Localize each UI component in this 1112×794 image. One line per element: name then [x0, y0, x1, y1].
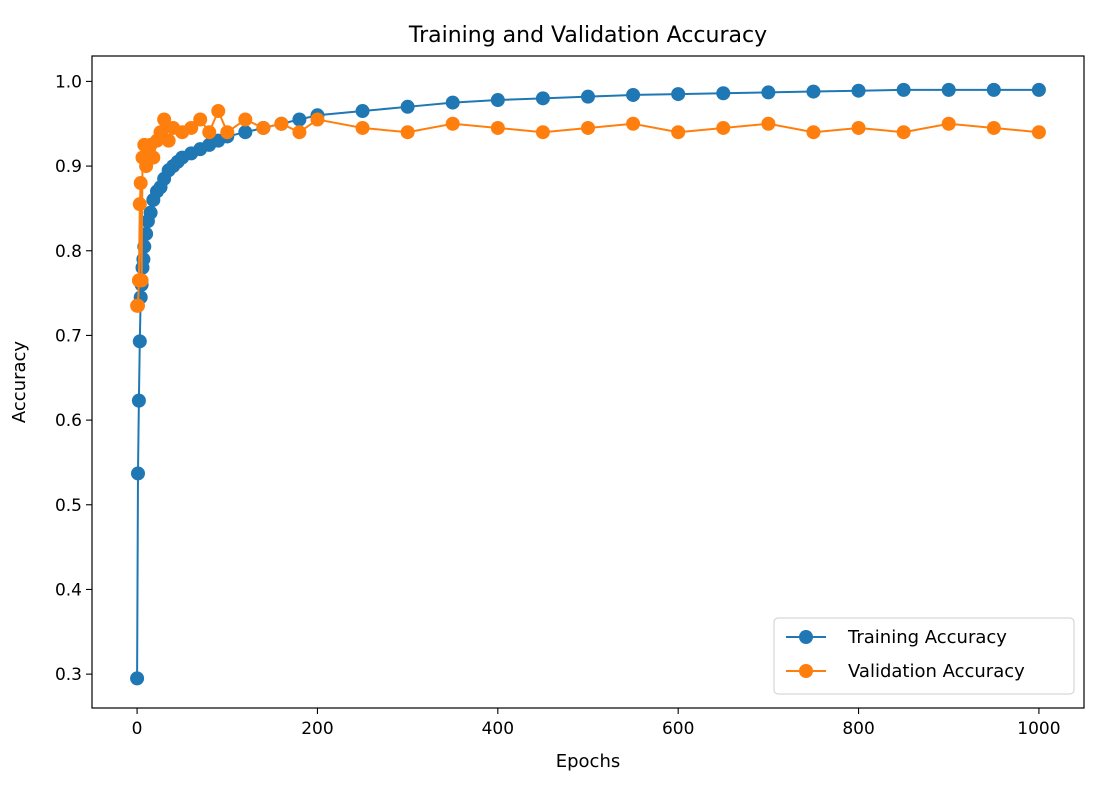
data-point — [671, 125, 686, 140]
data-point — [130, 671, 145, 686]
data-point — [355, 104, 370, 119]
data-point — [535, 91, 550, 106]
legend-marker — [799, 664, 813, 678]
data-point — [202, 125, 217, 140]
y-tick-label: 0.6 — [55, 411, 82, 431]
data-point — [581, 120, 595, 135]
data-point — [806, 125, 821, 140]
x-axis-title: Epochs — [556, 751, 621, 772]
y-tick-label: 0.3 — [55, 665, 82, 685]
legend-box — [773, 617, 1075, 695]
data-point — [986, 82, 1001, 97]
data-point — [131, 393, 146, 408]
data-point — [146, 150, 161, 165]
data-point — [806, 84, 821, 99]
x-tick-label: 1000 — [1017, 719, 1060, 739]
data-point — [941, 82, 956, 97]
data-point — [238, 125, 253, 140]
data-point — [157, 112, 172, 127]
data-point — [716, 86, 731, 101]
data-point — [256, 120, 271, 135]
data-point — [490, 120, 505, 135]
data-point — [400, 125, 415, 140]
data-point — [355, 120, 370, 135]
y-tick-label: 0.4 — [55, 580, 82, 600]
x-tick-label: 0 — [132, 719, 143, 739]
data-point — [1031, 82, 1046, 97]
chart-title: Training and Validation Accuracy — [408, 23, 767, 48]
x-tick-label: 800 — [842, 719, 874, 739]
data-point — [761, 116, 776, 131]
data-point — [161, 133, 176, 148]
data-point — [132, 197, 147, 212]
y-tick-label: 0.5 — [55, 496, 82, 516]
data-point — [211, 104, 226, 119]
data-point — [134, 273, 149, 288]
series-validation-accuracy — [130, 104, 1046, 313]
data-point — [941, 116, 956, 131]
legend-marker — [799, 630, 813, 644]
data-point — [400, 99, 415, 114]
data-point — [220, 125, 235, 140]
data-point — [274, 116, 289, 131]
data-point — [130, 466, 145, 481]
data-point — [626, 116, 641, 131]
data-point — [581, 89, 595, 104]
y-axis: 0.3 0.4 0.5 0.6 0.7 0.8 0.9 1.0 — [55, 72, 92, 685]
data-point — [130, 298, 145, 313]
data-point — [896, 82, 911, 97]
x-tick-label: 600 — [662, 719, 694, 739]
legend-label: Training Accuracy — [847, 627, 1007, 648]
data-point — [292, 112, 307, 127]
y-tick-label: 0.7 — [55, 326, 82, 346]
data-point — [132, 334, 147, 349]
x-tick-label: 400 — [482, 719, 514, 739]
data-point — [716, 120, 731, 135]
plot-frame — [91, 55, 1085, 709]
y-tick-label: 1.0 — [55, 72, 82, 92]
y-axis-title: Accuracy — [9, 341, 30, 424]
data-point — [310, 112, 325, 127]
data-point — [1031, 125, 1046, 140]
data-point — [143, 205, 158, 220]
data-point — [292, 125, 307, 140]
data-point — [193, 112, 208, 127]
data-point — [238, 112, 253, 127]
y-tick-label: 0.9 — [55, 157, 82, 177]
legend-label: Validation Accuracy — [848, 661, 1025, 682]
legend: Training Accuracy Validation Accuracy — [773, 617, 1075, 695]
data-point — [184, 120, 199, 135]
data-point — [671, 87, 686, 102]
data-point — [851, 120, 866, 135]
data-point — [535, 125, 550, 140]
x-tick-label: 200 — [301, 719, 333, 739]
data-point — [761, 85, 776, 100]
data-point — [445, 95, 460, 110]
data-point — [490, 93, 505, 108]
y-tick-label: 0.8 — [55, 242, 82, 262]
data-point — [445, 116, 460, 131]
data-point — [626, 87, 641, 102]
data-point — [896, 125, 911, 140]
data-point — [851, 83, 866, 98]
data-point — [986, 120, 1001, 135]
x-axis: 0 200 400 600 800 1000 — [132, 708, 1061, 739]
data-point — [133, 176, 148, 191]
